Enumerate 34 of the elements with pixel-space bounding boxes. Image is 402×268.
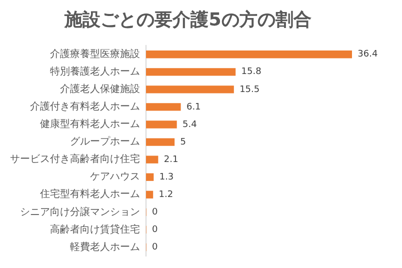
y-tick-label: 介護療養型医療施設 [50,48,140,60]
bar [146,120,177,128]
bar [146,103,181,111]
bar [146,50,352,58]
data-label: 5 [180,137,186,148]
y-tick-label: 軽費老人ホーム [70,240,140,253]
y-tick-label: シニア向け分譲マンション [20,206,140,218]
bar [146,190,154,198]
data-label: 0 [152,225,158,236]
data-label: 0 [152,208,158,218]
data-label: 2.1 [164,154,178,165]
y-tick-label: 介護老人保健施設 [60,83,140,96]
bar [146,173,154,181]
bar [146,86,234,94]
data-label: 1.2 [158,190,174,200]
y-tick-label: サービス付き高齢者向け住宅 [10,153,140,166]
y-tick-label: 特別養護老人ホーム [50,65,140,78]
data-label: 0 [152,242,158,253]
data-label: 5.4 [182,120,198,130]
y-tick-label: 介護付き有料老人ホーム [30,100,140,113]
data-label: 36.4 [358,50,378,60]
y-tick-label: ケアハウス [90,172,140,183]
data-label: 15.8 [241,67,262,78]
bar [146,156,158,164]
bar [146,68,236,76]
bar [146,138,175,146]
data-label: 1.3 [159,172,174,182]
data-label: 15.5 [240,84,260,95]
y-tick-label: 住宅型有料老人ホーム [40,188,140,200]
y-tick-label: 健康型有料老人ホーム [40,118,140,130]
y-tick-label: グループホーム [70,136,140,148]
y-tick-label: 高齢者向け賃貸住宅 [50,223,140,236]
chart-title: 施設ごとの要介護5の方の割合 [64,9,312,30]
data-label: 6.1 [186,102,201,112]
